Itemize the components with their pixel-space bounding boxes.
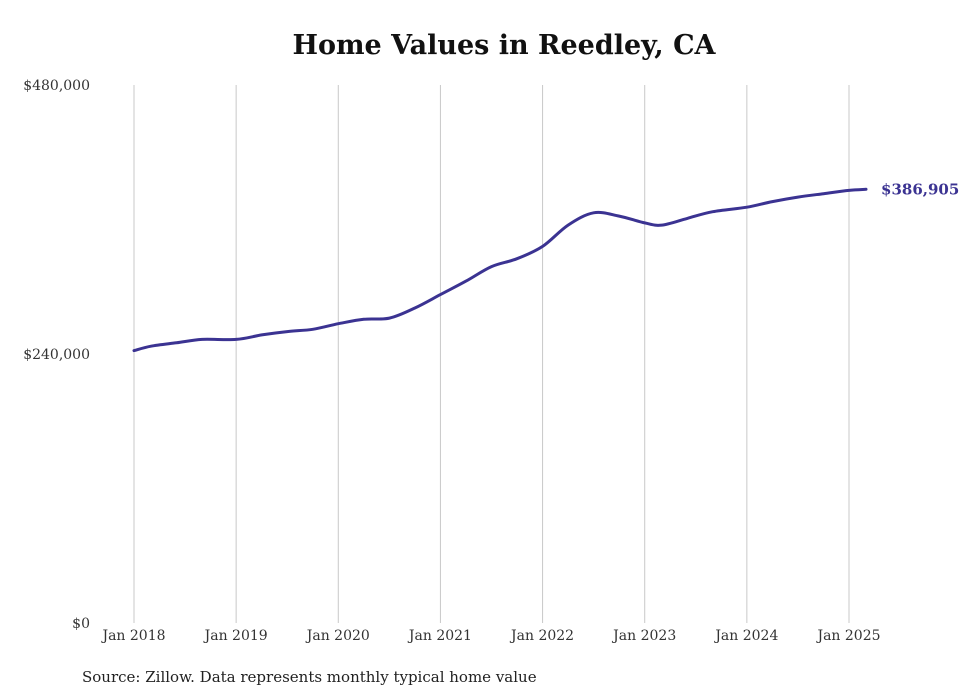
x-tick-label: Jan 2019 [203,628,268,644]
x-tick-label: Jan 2018 [100,628,165,644]
chart-title: Home Values in Reedley, CA [292,30,716,61]
source-note: Source: Zillow. Data represents monthly … [82,668,537,686]
x-tick-label: Jan 2020 [305,628,370,644]
y-tick-label: $0 [72,616,90,632]
x-tick-label: Jan 2022 [509,628,574,644]
x-tick-label: Jan 2025 [815,628,880,644]
end-value-label: $386,905 [881,180,959,198]
x-tick-label: Jan 2023 [611,628,676,644]
y-tick-label: $480,000 [23,78,90,94]
x-tick-label: Jan 2024 [713,628,778,644]
y-tick-label: $240,000 [23,347,90,363]
x-tick-label: Jan 2021 [407,628,472,644]
series-line [132,187,868,353]
